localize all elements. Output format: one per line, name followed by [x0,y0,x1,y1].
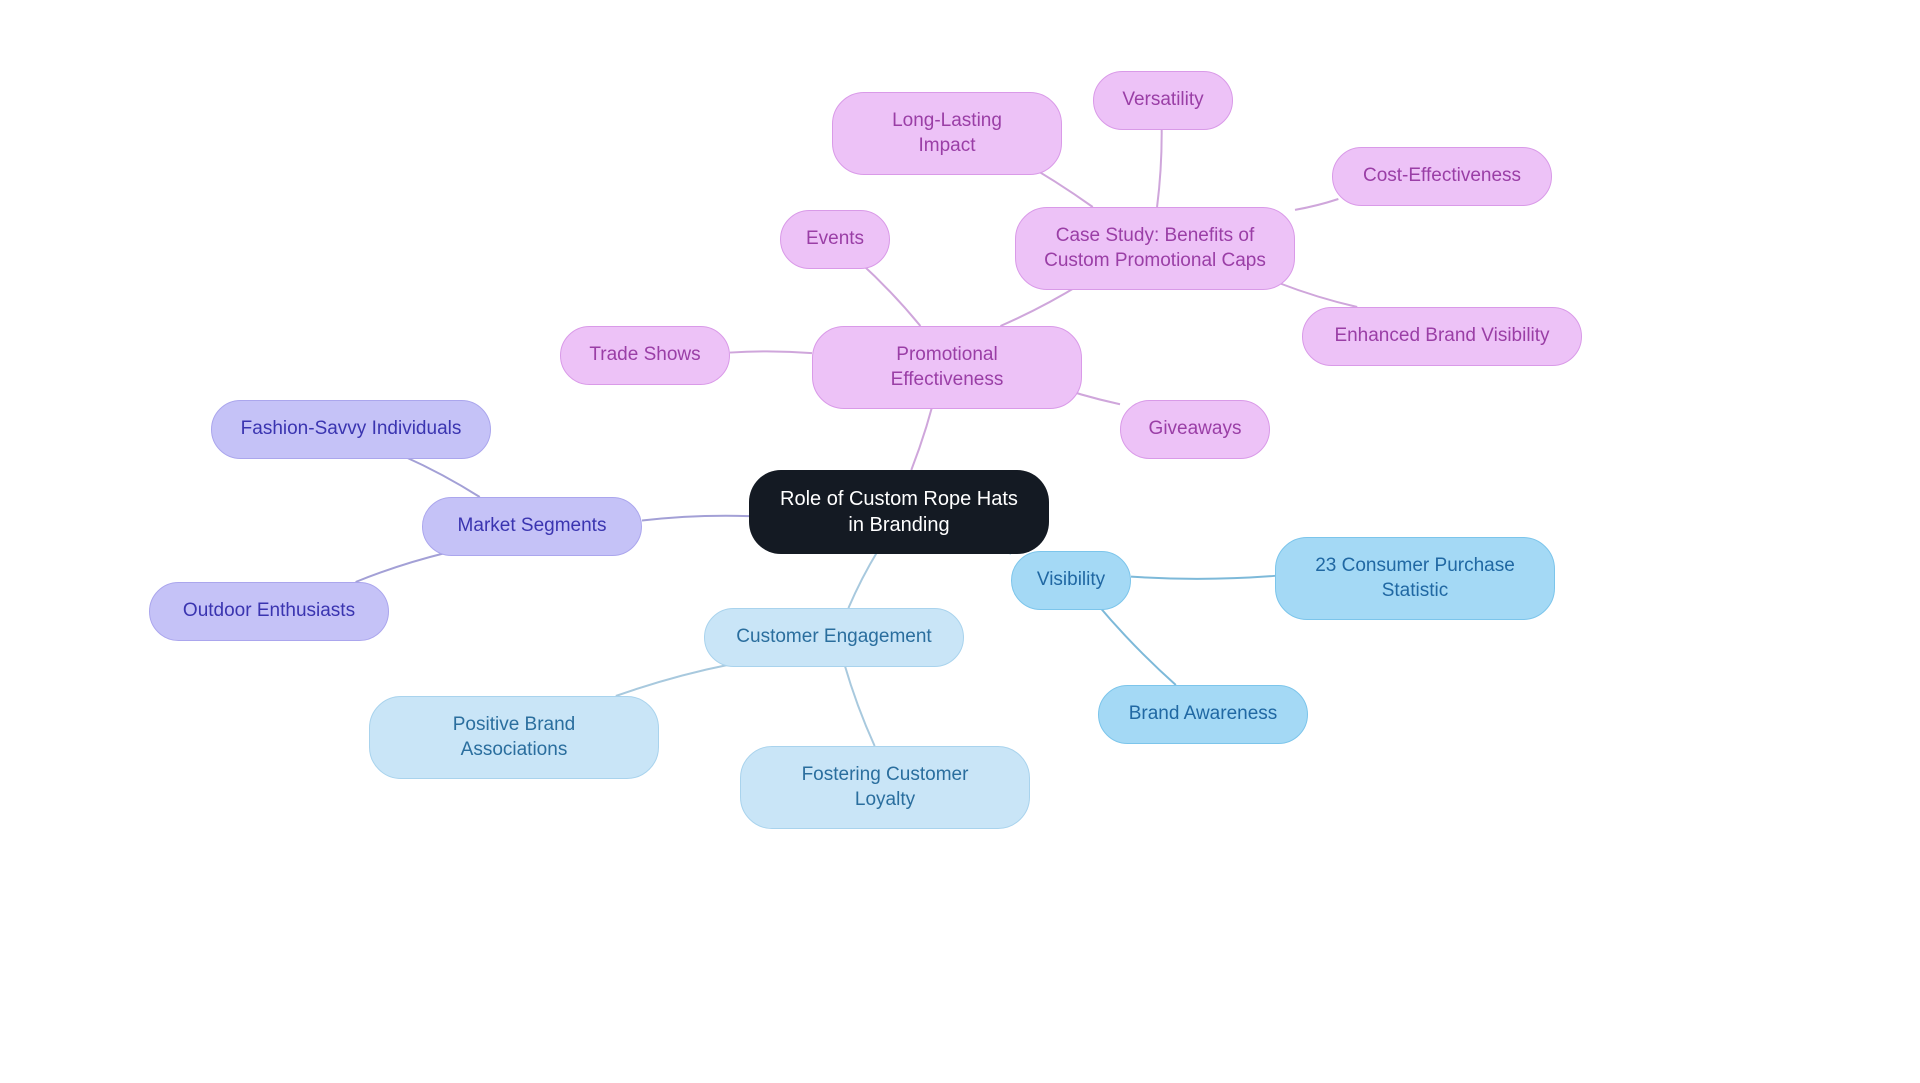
node-giveaways: Giveaways [1120,400,1270,459]
node-label: Giveaways [1149,417,1242,442]
node-trade: Trade Shows [560,326,730,385]
node-label: Positive Brand Associations [398,713,630,762]
edge [848,550,878,608]
node-label: Events [806,227,864,252]
node-label: Enhanced Brand Visibility [1334,324,1549,349]
node-fashion: Fashion-Savvy Individuals [211,400,491,459]
node-label: Versatility [1122,88,1203,113]
node-events: Events [780,210,890,269]
edge [616,664,732,696]
node-label: Cost-Effectiveness [1363,164,1521,189]
node-engagement: Customer Engagement [704,608,964,667]
edge [403,456,480,497]
node-label: Fostering Customer Loyalty [769,763,1001,812]
node-label: Case Study: Benefits of Custom Promotion… [1044,224,1266,273]
node-label: Role of Custom Rope Hats in Branding [777,486,1021,538]
node-visibility_p: Enhanced Brand Visibility [1302,307,1582,366]
node-promo: Promotional Effectiveness [812,326,1082,409]
mindmap-canvas: Role of Custom Rope Hats in Branding Prom… [0,0,1920,1083]
edge [1157,123,1162,207]
node-positive: Positive Brand Associations [369,696,659,779]
edge [642,516,749,521]
node-label: Customer Engagement [736,625,931,650]
edge [1279,283,1357,307]
edge [860,262,921,326]
edge [730,351,812,353]
node-case: Case Study: Benefits of Custom Promotion… [1015,207,1295,290]
node-versatility: Versatility [1093,71,1233,130]
node-label: Promotional Effectiveness [841,343,1053,392]
node-label: Market Segments [458,514,607,539]
edge [1295,199,1338,210]
edge [356,553,446,582]
edge [844,664,874,746]
node-label: 23 Consumer Purchase Statistic [1304,554,1526,603]
node-longlast: Long-Lasting Impact [832,92,1062,175]
node-label: Brand Awareness [1129,702,1278,727]
node-label: Visibility [1037,568,1105,593]
node-cost: Cost-Effectiveness [1332,147,1552,206]
edge [1131,576,1275,579]
node-label: Fashion-Savvy Individuals [241,417,462,442]
node-consumer: 23 Consumer Purchase Statistic [1275,537,1555,620]
node-loyalty: Fostering Customer Loyalty [740,746,1030,829]
node-label: Outdoor Enthusiasts [183,599,355,624]
node-outdoor: Outdoor Enthusiasts [149,582,389,641]
node-market: Market Segments [422,497,642,556]
node-label: Trade Shows [589,343,700,368]
node-visibility: Visibility [1011,551,1131,610]
node-label: Long-Lasting Impact [861,109,1033,158]
node-awareness: Brand Awareness [1098,685,1308,744]
node-center: Role of Custom Rope Hats in Branding [749,470,1049,554]
edge [1096,603,1176,685]
